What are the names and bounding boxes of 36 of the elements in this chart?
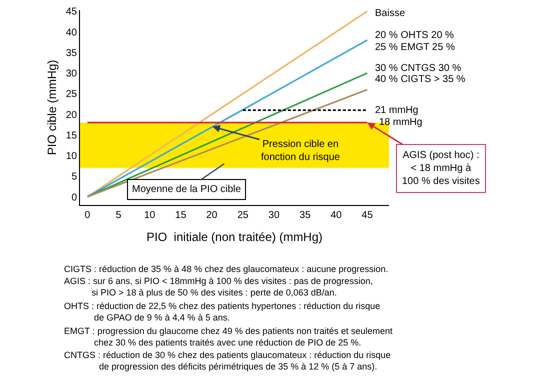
annotation: AGIS (post hoc) : < 18 mmHg à 100 % des visites	[402, 150, 480, 187]
annotation: 30 % CNTGS 30 %	[375, 63, 462, 74]
y-axis-title: PIO cible (mmHg)	[45, 60, 60, 156]
y-tick-label: 20	[66, 110, 78, 121]
text: CIGTS : réduction de 35 % à 48 % chez des glaucomateux : aucune progression.	[64, 264, 388, 274]
annotation: 25 % EMGT 25 %	[375, 42, 455, 53]
annotation: 40 % CIGTS > 35 %	[375, 74, 466, 85]
text: OHTS : réduction de 22,5 % chez des patients hypertones : réduction du risque de GPAO de 9 % à 4,4 % à 5 ans.	[64, 301, 380, 323]
x-tick-label: 20	[206, 210, 218, 221]
y-tick-label: 0	[71, 192, 78, 204]
x-tick-label: 40	[330, 210, 342, 221]
y-tick-label: 25	[66, 89, 78, 100]
x-axis-title: PIO initiale (non traitée) (mmHg)	[146, 230, 323, 244]
annotation: 20 % OHTS 20 %	[375, 30, 454, 41]
y-tick-label: 5	[71, 172, 78, 183]
y-tick-label: 45	[66, 6, 78, 18]
x-tick-label: 45	[362, 210, 374, 221]
y-tick-label: 10	[66, 151, 78, 162]
x-tick-label: 35	[300, 210, 312, 221]
text: AGIS : sur 6 ans, si PIO < 18mmHg à 100 % des visites : pas de progression, si PIO > 18 à plus de 50 % des visites : perte de 0,063 dB/an.	[64, 276, 373, 298]
text: EMGT : progression du glaucome chez 49 % des patients non traités et seulement chez 30 % des patients traités avec une réduction de PIO de 25 %.	[64, 326, 394, 348]
annotation: Baisse	[375, 8, 406, 19]
x-tick-label: 30	[268, 210, 280, 221]
annotation: Pression cible en fonction du risque	[261, 139, 340, 163]
x-tick-label: 10	[144, 210, 156, 221]
y-tick-label: 15	[66, 130, 78, 142]
text: CNTGS : réduction de 30 % chez des patients glaucomateux : réduction du risque de progression des déficits périmétriques de 35 % à 12 % (5 à 7 ans).	[64, 350, 391, 372]
annotation: 21 mmHg	[375, 105, 418, 116]
x-tick-label: 15	[175, 210, 187, 221]
x-tick-label: 0	[84, 210, 91, 221]
y-tick-label: 40	[66, 27, 78, 38]
annotation: Moyenne de la PIO cible	[132, 184, 242, 195]
x-tick-label: 25	[237, 210, 249, 221]
y-tick-label: 30	[66, 68, 78, 80]
y-tick-label: 35	[66, 48, 78, 59]
x-tick-label: 5	[116, 210, 122, 221]
